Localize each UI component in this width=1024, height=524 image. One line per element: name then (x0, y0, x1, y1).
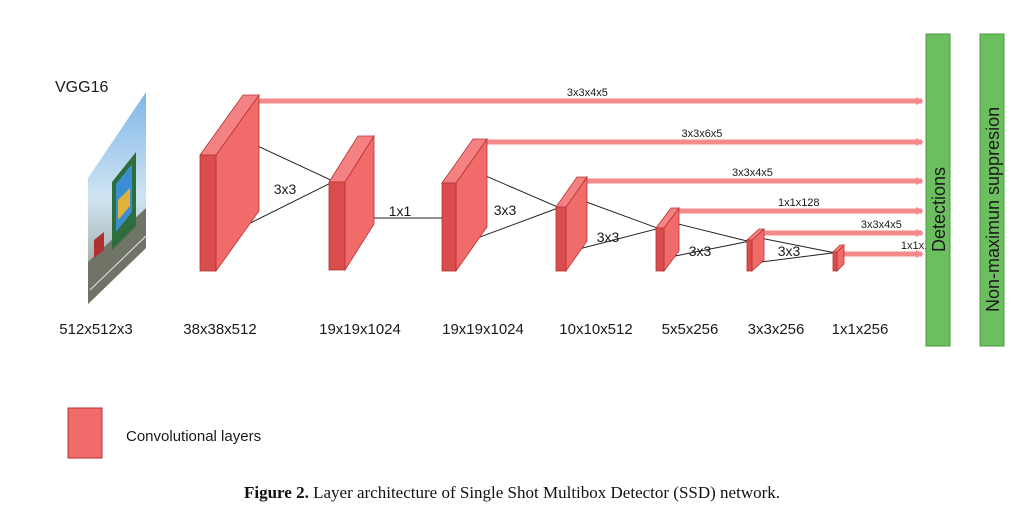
layer-dim-label: 19x19x1024 (442, 321, 524, 338)
layer-dim-label: 5x5x256 (662, 321, 719, 338)
detection-arrow-1: 3x3x4x5 (254, 87, 924, 105)
caption-prefix: Figure 2. (244, 483, 309, 502)
detections-label: Detections (929, 167, 949, 252)
layer-dim-label: 3x3x256 (748, 321, 805, 338)
conv-layer-3 (441, 137, 488, 273)
detection-arrow-3: 3x3x4x5 (584, 167, 924, 185)
input-dim-label: 512x512x3 (59, 321, 132, 338)
input-image-icon (88, 92, 147, 304)
detection-arrow-label: 1x1x128 (778, 197, 820, 209)
connection-label: 3x3 (494, 202, 517, 218)
detection-arrow-label: 3x3x4x5 (861, 219, 902, 231)
layer-dim-label: 19x19x1024 (319, 321, 401, 338)
conv-layer-5 (655, 206, 680, 273)
layer-dim-label: 1x1x256 (832, 321, 889, 338)
legend: Convolutional layers (67, 407, 261, 459)
detections-bar: Detections (925, 33, 951, 347)
layer-dim-label: 38x38x512 (183, 321, 256, 338)
detection-arrow-5: 3x3x4x5 (762, 219, 924, 237)
connection-1: 3x3 (237, 136, 335, 230)
conv-layer-7 (832, 244, 845, 272)
connection-6: 3x3 (757, 237, 835, 263)
figure-caption: Figure 2. Layer architecture of Single S… (244, 483, 780, 502)
nms-bar: Non-maximun suppresion (979, 33, 1005, 347)
conv-layer-2 (328, 134, 375, 272)
connection-label: 3x3 (778, 243, 801, 259)
caption-text: Layer architecture of Single Shot Multib… (313, 483, 780, 502)
connection-label: 1x1 (389, 203, 412, 219)
connection-4: 3x3 (576, 197, 659, 251)
detection-arrow-label: 3x3x4x5 (567, 87, 608, 99)
connection-label: 3x3 (689, 243, 712, 259)
layer-dim-label: 10x10x512 (559, 321, 632, 338)
detection-arrow-4: 1x1x128 (677, 197, 924, 215)
connection-label: 3x3 (274, 181, 297, 197)
detection-arrow-label: 3x3x6x5 (681, 128, 722, 140)
connection-label: 3x3 (597, 229, 620, 245)
connection-5: 3x3 (671, 221, 749, 259)
dimension-labels: 512x512x3 38x38x512 19x19x1024 19x19x1024 10… (59, 321, 888, 338)
legend-swatch (67, 407, 103, 459)
conv-layer-4 (555, 175, 588, 273)
backbone-label: VGG16 (55, 79, 108, 96)
legend-label: Convolutional layers (126, 428, 261, 445)
conv-layer-1 (199, 93, 260, 273)
detection-arrow-2: 3x3x6x5 (483, 128, 924, 146)
conv-layer-6 (745, 228, 766, 272)
nms-label: Non-maximun suppresion (983, 107, 1003, 312)
detection-arrow-label: 3x3x4x5 (732, 167, 773, 179)
